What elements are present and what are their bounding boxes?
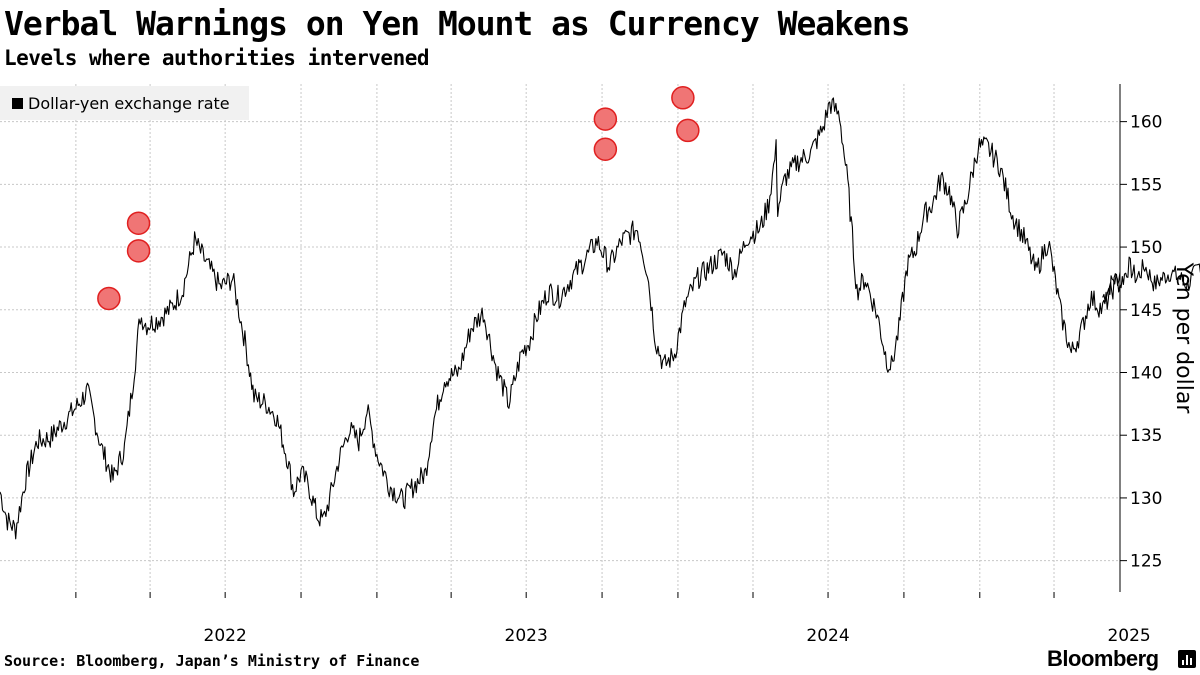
x-tick-label: 2022 [204,626,247,646]
y-tick-label: 140 [1130,363,1162,383]
x-tick-label: 2024 [806,626,849,646]
intervention-marker [126,211,151,235]
x-tick-label: 2025 [1107,626,1150,646]
y-tick-label: 155 [1130,175,1162,195]
y-tick-label: 145 [1130,301,1162,321]
brand-logo-text: Bloomberg [1047,646,1159,671]
intervention-marker [593,107,618,131]
y-tick-label: 130 [1130,489,1162,509]
intervention-marker [676,118,700,143]
intervention-marker [671,86,695,110]
legend-label: Dollar-yen exchange rate [28,93,230,113]
legend: Dollar-yen exchange rate [0,86,249,120]
chart-title: Verbal Warnings on Yen Mount as Currency… [4,4,911,43]
y-tick-label: 150 [1130,238,1162,258]
series-line-dollar-yen-recent [1102,256,1200,303]
y-tick-label: 160 [1130,113,1162,133]
y-tick-label: 135 [1130,426,1162,446]
bloomberg-terminal-icon [1178,650,1196,668]
intervention-marker [593,137,618,161]
y-axis-title: Yen per dollar [1171,262,1196,415]
y-tick-label: 125 [1130,552,1162,572]
intervention-marker [126,239,151,263]
series-line-dollar-yen [0,97,1121,540]
chart-subtitle: Levels where authorities intervened [4,46,430,70]
source-note: Source: Bloomberg, Japan’s Ministry of F… [4,652,420,670]
legend-swatch [12,97,23,109]
x-tick-label: 2023 [505,626,548,646]
intervention-marker [97,286,121,311]
